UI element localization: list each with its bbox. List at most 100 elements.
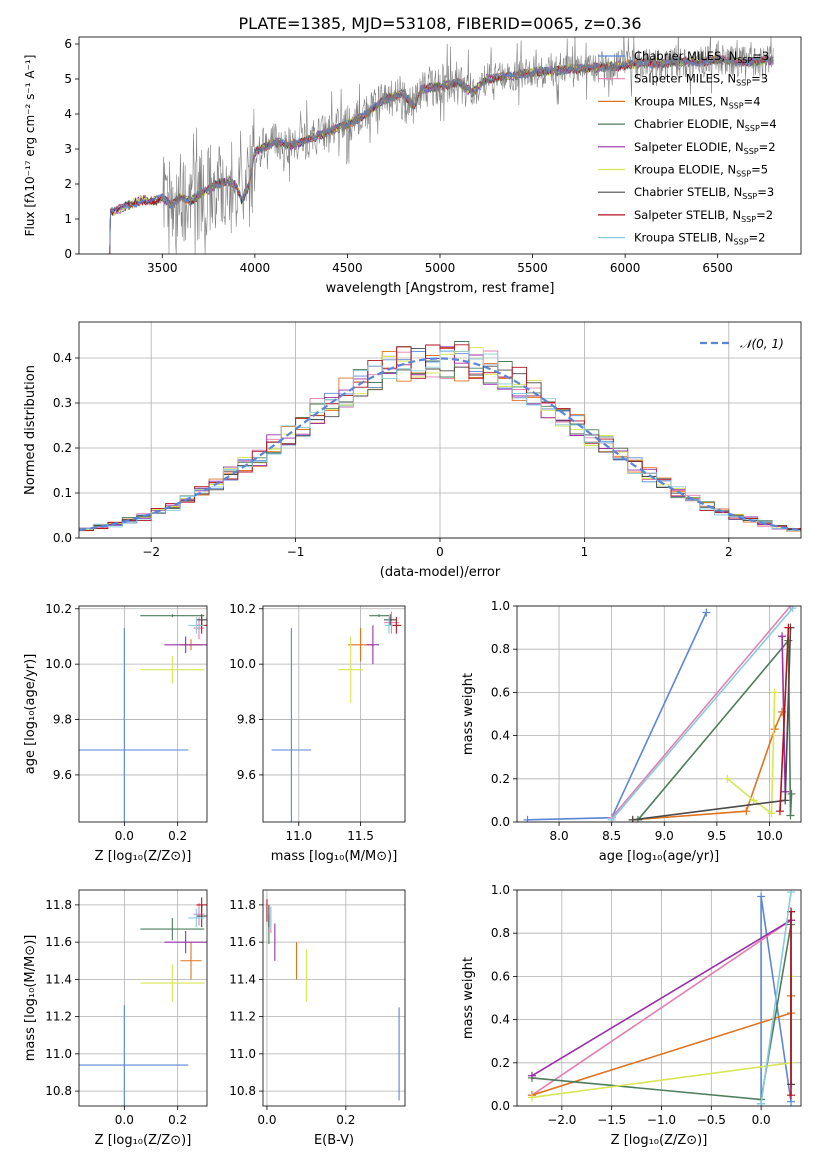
legend-model-name: Kroupa STELIB [634, 231, 718, 245]
legend-nssp-subscript: SSP [736, 170, 751, 179]
plus-marker [527, 1093, 536, 1102]
axes-frame [78, 889, 208, 1107]
mass-weight-series-line [531, 919, 792, 1096]
y-axis-label: mass weight [461, 673, 476, 755]
plot-mass-vs-EBV: 0.0 0.2 10.8 11.0 11.2 11.4 11.6 11.8 E(B-V) [229, 889, 406, 1148]
legend-nssp-value: 4 [769, 117, 776, 131]
y-axis-label: Normed distribution [23, 365, 38, 495]
y-tick-label: 11.6 [45, 935, 72, 949]
y-tick-label: 10.8 [45, 1084, 72, 1098]
errorbar-point [271, 628, 312, 822]
legend-label: 𝒩(0, 1) [740, 337, 784, 351]
plus-marker [787, 890, 796, 897]
mass-weight-series-line [611, 606, 792, 819]
x-tick-label: 10.0 [756, 829, 783, 843]
errorbar-point [188, 908, 205, 928]
plus-marker [775, 807, 784, 816]
mass-weight-series-line [527, 612, 708, 821]
y-tick-label: 0.8 [491, 926, 510, 940]
x-axis-label: Z [log₁₀(Z/Z⊙)] [95, 1133, 192, 1148]
x-tick-label: 0 [436, 545, 444, 559]
normal-pdf-curve [79, 357, 799, 532]
x-tick-label: 9.0 [655, 829, 674, 843]
legend-nssp-prefix: , N [718, 231, 734, 245]
y-tick-label: 11.6 [229, 935, 256, 949]
axes-frame [516, 605, 802, 823]
errorbar-point [140, 614, 205, 618]
mass-weight-series-line [726, 692, 776, 815]
histogram-step-line [79, 350, 801, 531]
y-tick-label: 11.8 [229, 898, 256, 912]
errorbar-point [164, 930, 207, 954]
legend-label: Salpeter STELIB, NSSP=2 [634, 208, 773, 224]
x-tick-label: 6000 [610, 261, 641, 275]
legend-model-name: Salpeter MILES [634, 72, 720, 86]
plus-marker [770, 688, 779, 697]
legend-label: Kroupa STELIB, NSSP=2 [634, 231, 766, 247]
legend-nssp-eq: = [751, 163, 761, 177]
x-tick-label: 8.0 [550, 829, 569, 843]
x-tick-label: −2 [142, 545, 160, 559]
legend-nssp-eq: = [760, 117, 770, 131]
y-tick-label: 0.2 [491, 1056, 510, 1070]
legend-nssp-subscript: SSP [744, 147, 759, 156]
y-tick-label: 10.0 [45, 657, 72, 671]
legend-nssp-subscript: SSP [736, 79, 751, 88]
legend-label: Chabrier ELODIE, NSSP=4 [634, 117, 777, 133]
plus-marker [787, 1091, 796, 1100]
plus-marker [757, 892, 766, 901]
errorbar-point [369, 614, 389, 618]
y-tick-label: 0.8 [491, 642, 510, 656]
legend-nssp-prefix: , N [721, 49, 737, 63]
legend-nssp-value: 2 [766, 208, 773, 222]
plot-area [106, 37, 774, 254]
errorbar-point [79, 628, 189, 822]
plus-marker [723, 774, 732, 783]
y-tick-label: 5 [64, 72, 72, 86]
mass-weight-series-line [637, 638, 793, 821]
plot-spectrum: 3500 4000 4500 5000 5500 6000 65000123456wavel… [23, 36, 802, 296]
legend-nssp-value: 3 [767, 185, 774, 199]
axes-frame [262, 889, 406, 1107]
y-tick-label: 9.8 [237, 713, 256, 727]
plot-mass-vs-Z: 0.0 0.2 10.8 11.0 11.2 11.4 11.6 11.8 Z [log₁₀(Z… [23, 889, 208, 1148]
y-tick-label: 0.6 [491, 685, 510, 699]
y-tick-label: 11.4 [45, 972, 72, 986]
plot-area [79, 341, 801, 532]
y-tick-label: 11.4 [229, 972, 256, 986]
plus-marker [784, 623, 793, 632]
axes-frame [516, 889, 802, 1107]
plot-area [271, 611, 402, 822]
x-tick-label: 0.0 [257, 1113, 276, 1127]
errorbar-point [188, 617, 205, 634]
y-tick-label: 6 [64, 37, 72, 51]
y-tick-label: 0.2 [491, 772, 510, 786]
x-tick-label: 4500 [332, 261, 363, 275]
legend-label: Kroupa ELODIE, NSSP=5 [634, 163, 768, 179]
y-tick-label: 1 [64, 212, 72, 226]
y-tick-label: 11.2 [229, 1010, 256, 1024]
errorbar-point [384, 614, 397, 626]
legend-nssp-subscript: SSP [742, 192, 757, 201]
y-tick-label: 11.2 [45, 1010, 72, 1024]
x-tick-label: 8.5 [602, 829, 621, 843]
legend-model-name: Chabrier STELIB [634, 185, 726, 199]
legend-nssp-prefix: , N [728, 140, 744, 154]
legend-nssp-value: 2 [768, 140, 775, 154]
x-tick-label: 5000 [425, 261, 456, 275]
x-tick-label: −1 [287, 545, 305, 559]
plot-age-vs-Z: 0.0 0.2 9.6 9.8 10.0 10.2 Z [log₁₀(Z/Z⊙)] age [… [23, 602, 208, 864]
x-tick-label: −1.5 [597, 1113, 626, 1127]
errorbar-point [164, 636, 207, 654]
plot-mass-weight-vs-age: 8.0 8.5 9.0 9.5 10.0 0.0 0.2 0.4 0.6 0.8 1.0 age [l… [461, 599, 802, 864]
plus-marker [757, 1099, 766, 1106]
legend-nssp-value: 3 [761, 72, 768, 86]
legend-nssp-subscript: SSP [734, 238, 749, 247]
legend-nssp-subscript: SSP [737, 56, 752, 65]
errorbar-point [140, 917, 205, 941]
histogram-step-line [79, 344, 801, 531]
x-tick-label: −0.5 [697, 1113, 726, 1127]
legend-label: Chabrier MILES, NSSP=3 [634, 49, 769, 65]
x-tick-label: 2 [725, 545, 733, 559]
legend-nssp-eq: = [757, 185, 767, 199]
